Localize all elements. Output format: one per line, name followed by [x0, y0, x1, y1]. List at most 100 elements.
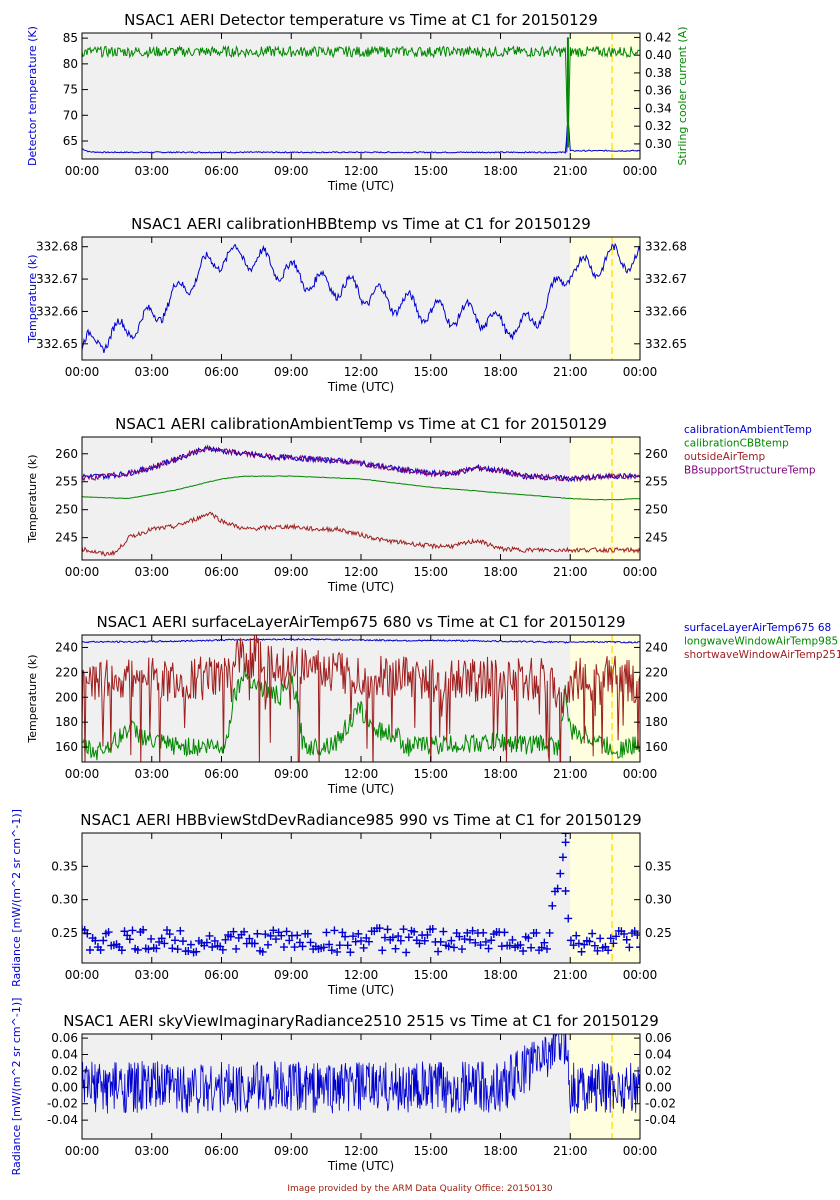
data-point — [293, 931, 302, 940]
x-tick-label: 18:00 — [483, 968, 518, 982]
data-point — [173, 945, 182, 954]
data-point — [548, 901, 557, 910]
data-point — [479, 928, 488, 937]
x-tick-label: 21:00 — [553, 767, 588, 781]
plot-series — [82, 37, 640, 154]
data-point — [465, 935, 474, 944]
data-point — [545, 928, 554, 937]
data-point — [349, 932, 358, 941]
y-tick-label: 0.06 — [51, 1031, 78, 1045]
data-point — [527, 943, 536, 952]
series-1 — [82, 1034, 640, 1114]
x-tick-label: 21:00 — [553, 1144, 588, 1158]
data-point — [210, 936, 219, 945]
y2-tick-label: 180 — [645, 715, 668, 729]
data-point — [481, 937, 490, 946]
data-point — [163, 926, 172, 935]
x-tick-label: 03:00 — [134, 968, 169, 982]
legend-entry: shortwaveWindowAirTemp251 — [684, 649, 840, 661]
y-tick-label: 240 — [55, 640, 78, 654]
data-point — [394, 932, 403, 941]
y-tick-label: 245 — [55, 531, 78, 545]
data-point — [391, 944, 400, 953]
y2-tick-label: 160 — [645, 740, 668, 754]
data-point — [556, 869, 565, 878]
y-tick-label: 260 — [55, 447, 78, 461]
data-point — [240, 927, 249, 936]
data-point — [375, 924, 384, 933]
y-tick-label: 0.30 — [51, 893, 78, 907]
x-tick-label: 12:00 — [344, 365, 379, 379]
data-point — [633, 931, 640, 940]
series-1 — [82, 242, 640, 354]
x-tick-label: 09:00 — [274, 1144, 309, 1158]
data-point — [476, 941, 485, 950]
y-axis-label: Detector temperature (K) — [26, 26, 39, 166]
data-point — [543, 944, 551, 953]
plot-series — [82, 833, 640, 957]
data-point — [325, 940, 334, 949]
data-point — [399, 925, 408, 934]
data-point — [359, 943, 368, 952]
data-point — [404, 933, 413, 942]
y-axis-label: Temperature (k) — [26, 454, 39, 543]
x-tick-label: 09:00 — [274, 365, 309, 379]
data-point — [264, 940, 272, 949]
x-tick-label: 15:00 — [413, 565, 448, 579]
y2-tick-label: 0.40 — [645, 48, 672, 62]
data-point — [505, 941, 514, 950]
x-tick-label: 21:00 — [553, 565, 588, 579]
series-calibrationcbbtemp — [82, 475, 640, 501]
data-point — [261, 930, 270, 939]
highlight-region — [570, 833, 640, 963]
y-tick-label: 0.04 — [51, 1048, 78, 1062]
data-point — [636, 943, 640, 952]
data-point — [625, 943, 634, 952]
x-tick-label: 12:00 — [344, 1144, 379, 1158]
series-longwavewindowairtemp985 — [82, 663, 640, 761]
x-tick-label: 03:00 — [134, 565, 169, 579]
data-point — [266, 931, 275, 940]
data-point — [335, 941, 344, 950]
data-point — [298, 942, 307, 951]
x-tick-label: 12:00 — [344, 565, 379, 579]
panel-title: NSAC1 AERI HBBviewStdDevRadiance985 990 … — [80, 811, 641, 829]
data-point — [471, 938, 480, 947]
x-tick-label: 03:00 — [134, 164, 169, 178]
data-point — [351, 937, 360, 946]
x-tick-label: 18:00 — [483, 767, 518, 781]
data-point — [327, 946, 336, 955]
data-point — [285, 936, 294, 945]
data-point — [436, 937, 445, 946]
legend: calibrationAmbientTemp calibrationCBBtemp… — [684, 424, 816, 477]
data-point — [516, 940, 525, 949]
y2-tick-label: 220 — [645, 665, 668, 679]
plot-series — [82, 1034, 640, 1114]
data-point — [269, 926, 278, 935]
data-point — [85, 945, 94, 954]
data-point — [306, 938, 315, 947]
data-point — [378, 946, 387, 955]
y2-tick-label: 0.02 — [645, 1064, 672, 1078]
series-1 — [82, 120, 640, 154]
y2-tick-label: 0.30 — [645, 893, 672, 907]
x-axis-label: Time (UTC) — [327, 782, 394, 796]
data-point — [229, 927, 238, 936]
data-point — [186, 940, 195, 949]
data-point — [139, 925, 148, 934]
series-calibrationambienttemp — [82, 446, 640, 483]
data-point — [402, 948, 411, 957]
x-tick-label: 06:00 — [204, 968, 239, 982]
y-axis-label: Radiance [mW/(m^2 sr cm^-1)] — [10, 809, 23, 987]
data-point — [117, 946, 126, 955]
x-tick-label: 06:00 — [204, 565, 239, 579]
data-point — [319, 943, 328, 952]
y2-tick-label: 0.30 — [645, 137, 672, 151]
series-2 — [82, 44, 640, 134]
legend-entry: BBsupportStructureTemp — [684, 465, 816, 477]
x-tick-label: 00:00 — [623, 767, 658, 781]
data-point — [612, 932, 621, 941]
data-point — [250, 939, 259, 948]
data-point — [282, 927, 291, 936]
